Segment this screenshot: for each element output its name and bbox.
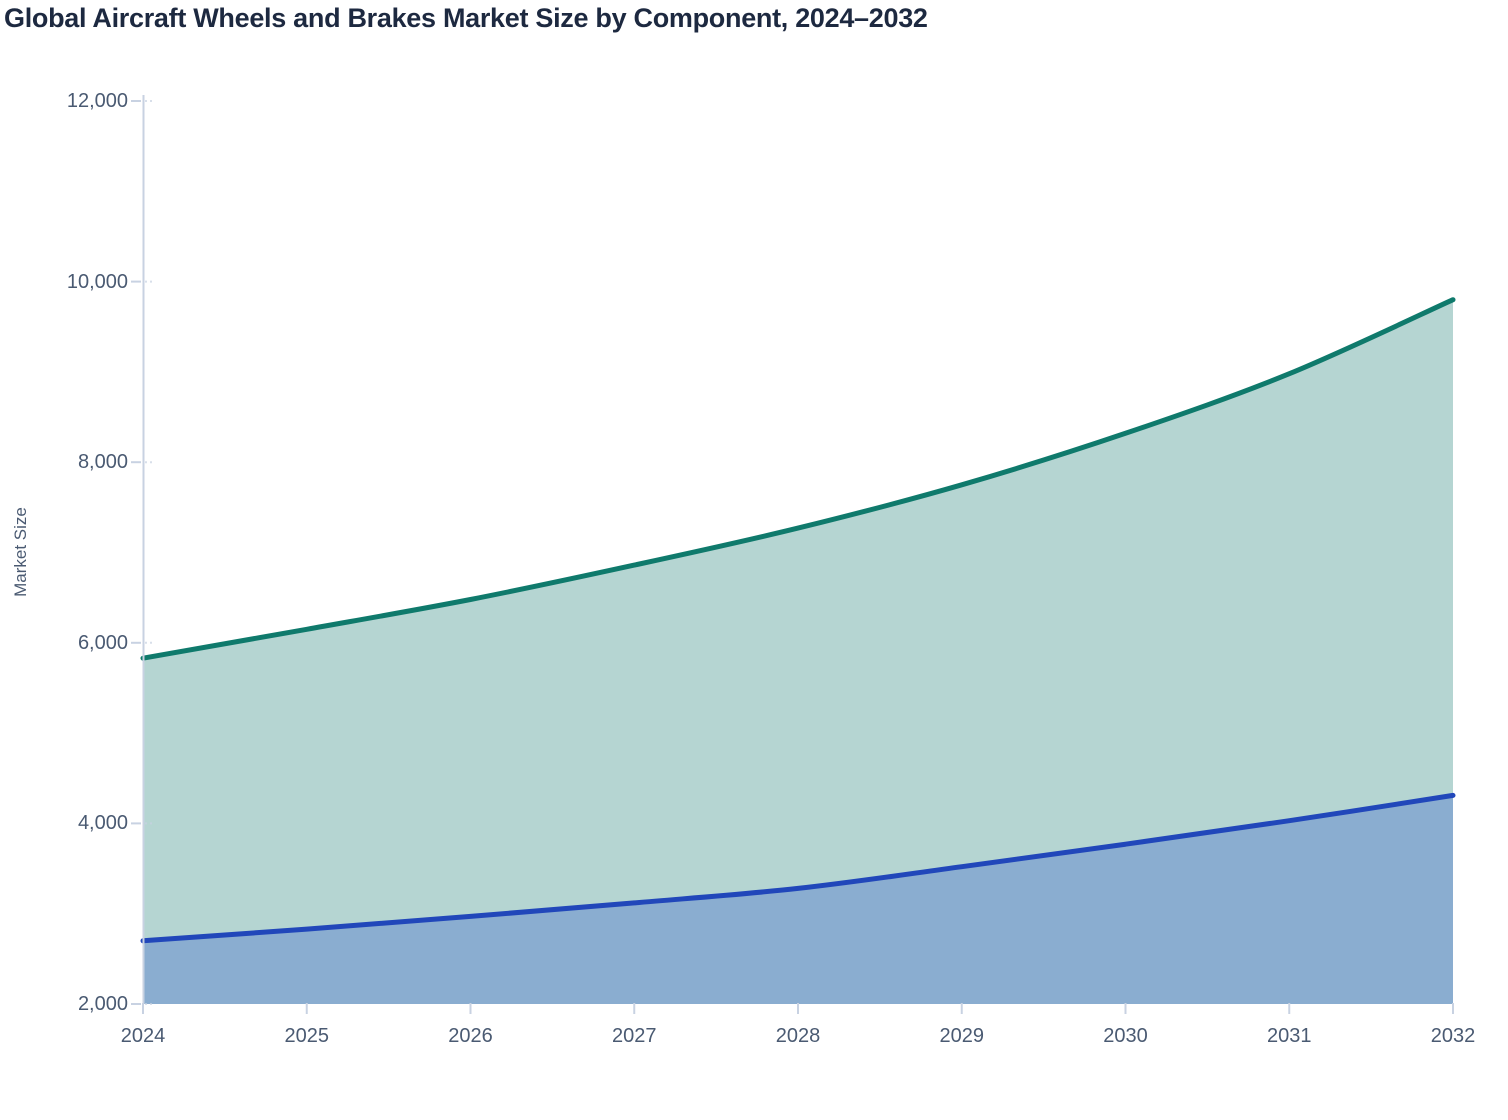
y-tick-label-4000: 4,000 bbox=[77, 812, 128, 835]
y-axis-title: Market Size bbox=[11, 507, 30, 597]
area-series-teal bbox=[143, 299, 1453, 1004]
y-tick-label-2000: 2,000 bbox=[77, 993, 128, 1015]
x-tick-label-2024: 2024 bbox=[120, 1025, 166, 1047]
x-tick-label-2029: 2029 bbox=[939, 1025, 985, 1047]
x-tick-label-2030: 2030 bbox=[1103, 1025, 1148, 1047]
x-tick-label-2032: 2032 bbox=[1430, 1025, 1476, 1047]
line-series-teal bbox=[140, 297, 1456, 661]
x-tick-label-2027: 2027 bbox=[612, 1025, 657, 1047]
x-tick-label-2028: 2028 bbox=[775, 1025, 821, 1047]
x-tick-label-2031: 2031 bbox=[1267, 1025, 1312, 1047]
y-tick-label-12000: 12,000 bbox=[66, 90, 128, 112]
x-tick-label-2026: 2026 bbox=[448, 1025, 493, 1047]
line-series-blue bbox=[140, 792, 1456, 944]
x-tick-label-2025: 2025 bbox=[284, 1025, 330, 1047]
y-tick-label-8000: 8,000 bbox=[77, 451, 128, 474]
area-series-blue bbox=[143, 795, 1453, 1004]
y-tick-label-10000: 10,000 bbox=[66, 270, 128, 293]
chart-title: Global Aircraft Wheels and Brakes Market… bbox=[4, 3, 928, 33]
y-tick-label-6000: 6,000 bbox=[77, 631, 128, 654]
